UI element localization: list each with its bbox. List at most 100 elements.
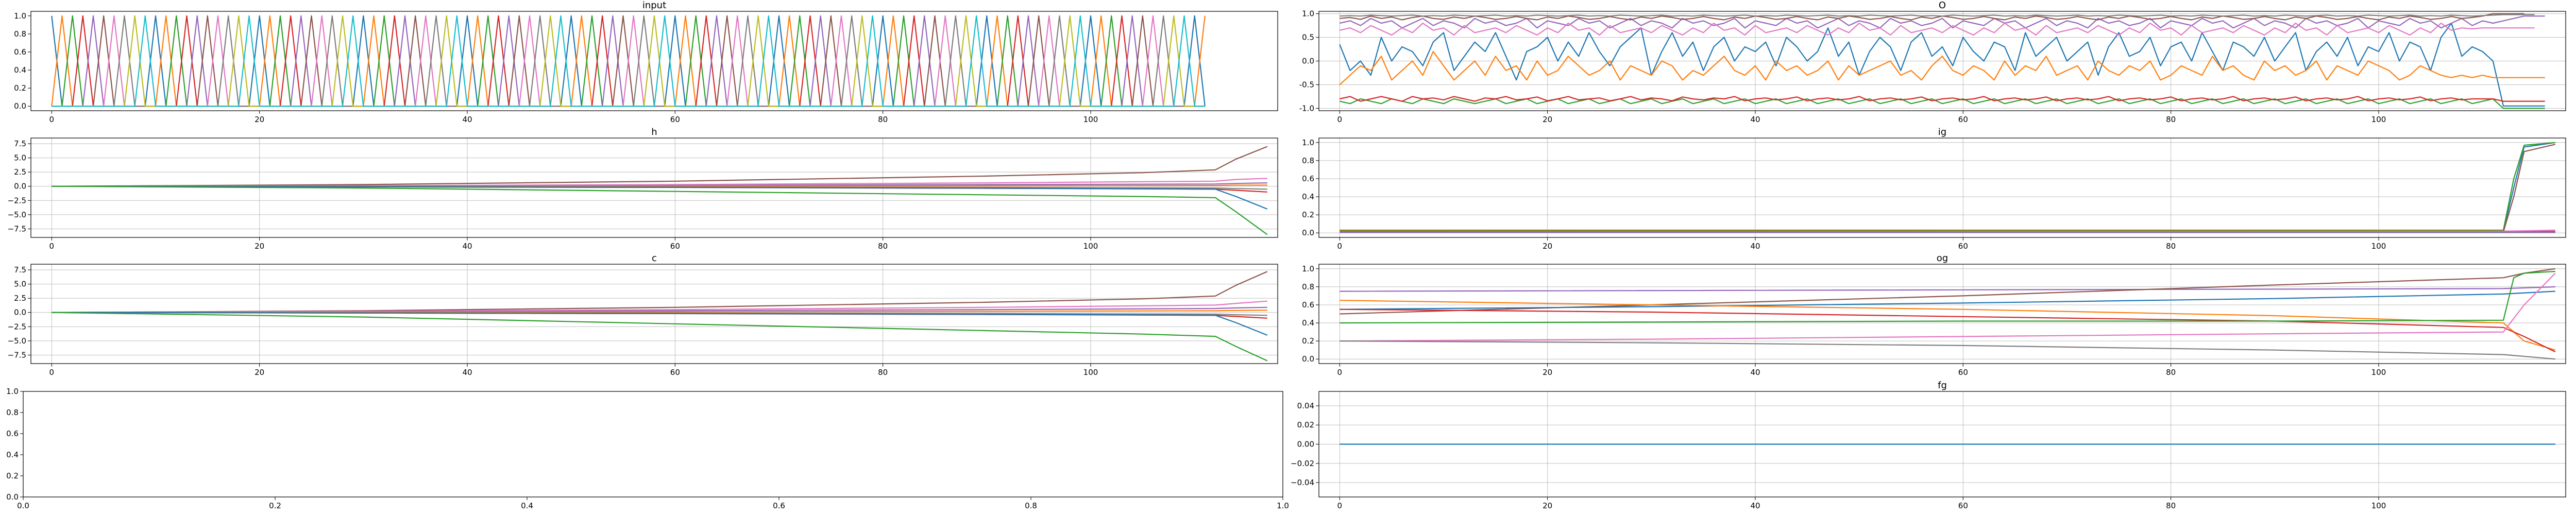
series-group <box>52 271 1268 362</box>
y-tick-label: 1.0 <box>1302 138 1314 147</box>
series-line-0 <box>1340 286 2555 292</box>
x-tick-label: 100 <box>1083 242 1098 251</box>
series-line-6 <box>1340 272 2556 342</box>
series-line-4 <box>1340 15 2545 29</box>
x-tick-label: 80 <box>878 368 888 377</box>
x-tick-label: 20 <box>255 368 264 377</box>
axes-frame <box>30 138 1278 238</box>
x-tick-label: 100 <box>2371 242 2386 251</box>
x-tick-label: 0 <box>1337 368 1343 377</box>
x-tick-label: 80 <box>878 115 888 124</box>
series-line-6 <box>52 185 1268 210</box>
y-tick-label: −0.04 <box>1291 478 1314 487</box>
series-line-6 <box>52 312 1268 336</box>
x-tick-label: 60 <box>670 242 680 251</box>
x-tick-label: 0 <box>49 242 55 251</box>
series-line-7 <box>1340 14 2535 17</box>
subplot-title: fg <box>1938 380 1947 391</box>
y-tick-label: 1.0 <box>1302 264 1314 273</box>
x-tick-label: 0 <box>1337 242 1343 251</box>
y-tick-label: 0.8 <box>14 29 26 39</box>
y-tick-label: 1.0 <box>14 11 26 21</box>
x-tick-label: 20 <box>1543 115 1552 124</box>
y-tick-label: −5.0 <box>8 336 26 346</box>
x-tick-label: 40 <box>1750 368 1760 377</box>
y-tick-label: 0.8 <box>6 408 19 417</box>
y-tick-label: 0.4 <box>6 450 19 459</box>
x-tick-label: 20 <box>255 115 264 124</box>
y-tick-label: −2.5 <box>8 322 26 331</box>
subplot-c: 0 20 40 60 80 100 −7.5 −5.0 −2.5 0.0 2.5 5.0 7.5 c <box>8 253 1278 377</box>
series-line-5 <box>1340 270 2555 324</box>
y-tick-label: 7.5 <box>14 139 26 148</box>
x-tick-label: 1.0 <box>1277 501 1289 510</box>
x-tick-label: 0 <box>49 368 55 377</box>
y-tick-label: 5.0 <box>14 280 26 289</box>
x-tick-label: 60 <box>1958 115 1968 124</box>
y-tick-label: 7.5 <box>14 265 26 274</box>
subplot-title: O <box>1939 0 1946 11</box>
x-tick-label: 60 <box>1958 368 1968 377</box>
y-tick-label: −2.5 <box>8 196 26 205</box>
x-tick-label: 20 <box>1543 368 1552 377</box>
y-tick-label: 0.4 <box>14 65 26 75</box>
subplot-O: 0 20 40 60 80 100 -1.0 -0.5 0.0 0.5 1.0 O <box>1299 0 2566 124</box>
series-line-7 <box>52 185 1268 235</box>
series-group <box>1340 268 2556 360</box>
y-tick-label: 0.04 <box>1297 401 1314 410</box>
x-tick-label: 100 <box>2371 368 2386 377</box>
y-tick-label: 0.0 <box>1302 57 1314 66</box>
y-tick-label: 0.2 <box>1302 336 1314 346</box>
subplot-title: og <box>1937 253 1948 264</box>
y-tick-label: 0.02 <box>1297 420 1314 430</box>
x-tick-label: 0.2 <box>269 501 281 510</box>
y-tick-label: 1.0 <box>6 387 19 396</box>
y-tick-label: 0.00 <box>1297 440 1314 449</box>
y-tick-label: 1.0 <box>1302 9 1314 19</box>
x-tick-label: 60 <box>670 368 680 377</box>
series-line-6 <box>1340 22 2535 36</box>
y-tick-label: 0.8 <box>1302 282 1314 291</box>
series-line-6 <box>52 15 1205 107</box>
x-tick-label: 20 <box>255 242 264 251</box>
x-tick-label: 80 <box>2166 501 2176 510</box>
x-tick-label: 0.8 <box>1025 501 1037 510</box>
x-tick-label: 100 <box>2371 501 2386 510</box>
axes-frame <box>30 11 1278 111</box>
subplot-title: c <box>652 253 657 264</box>
x-tick-label: 80 <box>2166 242 2176 251</box>
x-tick-label: 40 <box>1750 501 1760 510</box>
y-tick-label: −7.5 <box>8 224 26 233</box>
subplot-title: h <box>651 127 657 138</box>
x-tick-label: 0 <box>1337 501 1343 510</box>
y-tick-label: 0.4 <box>1302 318 1314 328</box>
axes-frame <box>23 391 1283 497</box>
subplot-input: 0 20 40 60 80 100 0.0 0.2 0.4 0.6 0.8 1.0 input <box>14 0 1278 124</box>
series-line-7 <box>52 312 1268 362</box>
y-tick-label: 0.6 <box>6 429 19 438</box>
y-tick-label: 0.0 <box>14 182 26 191</box>
y-tick-label: 0.0 <box>1302 354 1314 364</box>
x-tick-label: 100 <box>2371 115 2386 124</box>
series-group <box>52 146 1268 235</box>
x-tick-label: 60 <box>670 115 680 124</box>
subplot-ig: 0 20 40 60 80 100 0.0 0.2 0.4 0.6 0.8 1.0 ig <box>1302 127 2566 251</box>
x-tick-label: 80 <box>878 242 888 251</box>
y-tick-label: 0.8 <box>1302 156 1314 165</box>
y-tick-label: 0.0 <box>14 101 26 111</box>
axes-frame <box>1318 264 2566 364</box>
x-tick-label: 0 <box>1337 115 1343 124</box>
y-tick-label: −5.0 <box>8 210 26 219</box>
subplot-title: ig <box>1938 127 1946 138</box>
x-tick-label: 0.6 <box>773 501 785 510</box>
series-line-1 <box>1340 142 2555 231</box>
y-tick-label: 2.5 <box>14 294 26 303</box>
y-tick-label: 0.5 <box>1302 33 1314 42</box>
y-tick-label: 0.6 <box>14 47 26 57</box>
x-tick-label: 60 <box>1958 242 1968 251</box>
x-tick-label: 40 <box>1750 115 1760 124</box>
series-line-7 <box>1340 340 2555 360</box>
series-line-0 <box>52 271 1268 313</box>
series-line-1 <box>1339 51 2545 85</box>
